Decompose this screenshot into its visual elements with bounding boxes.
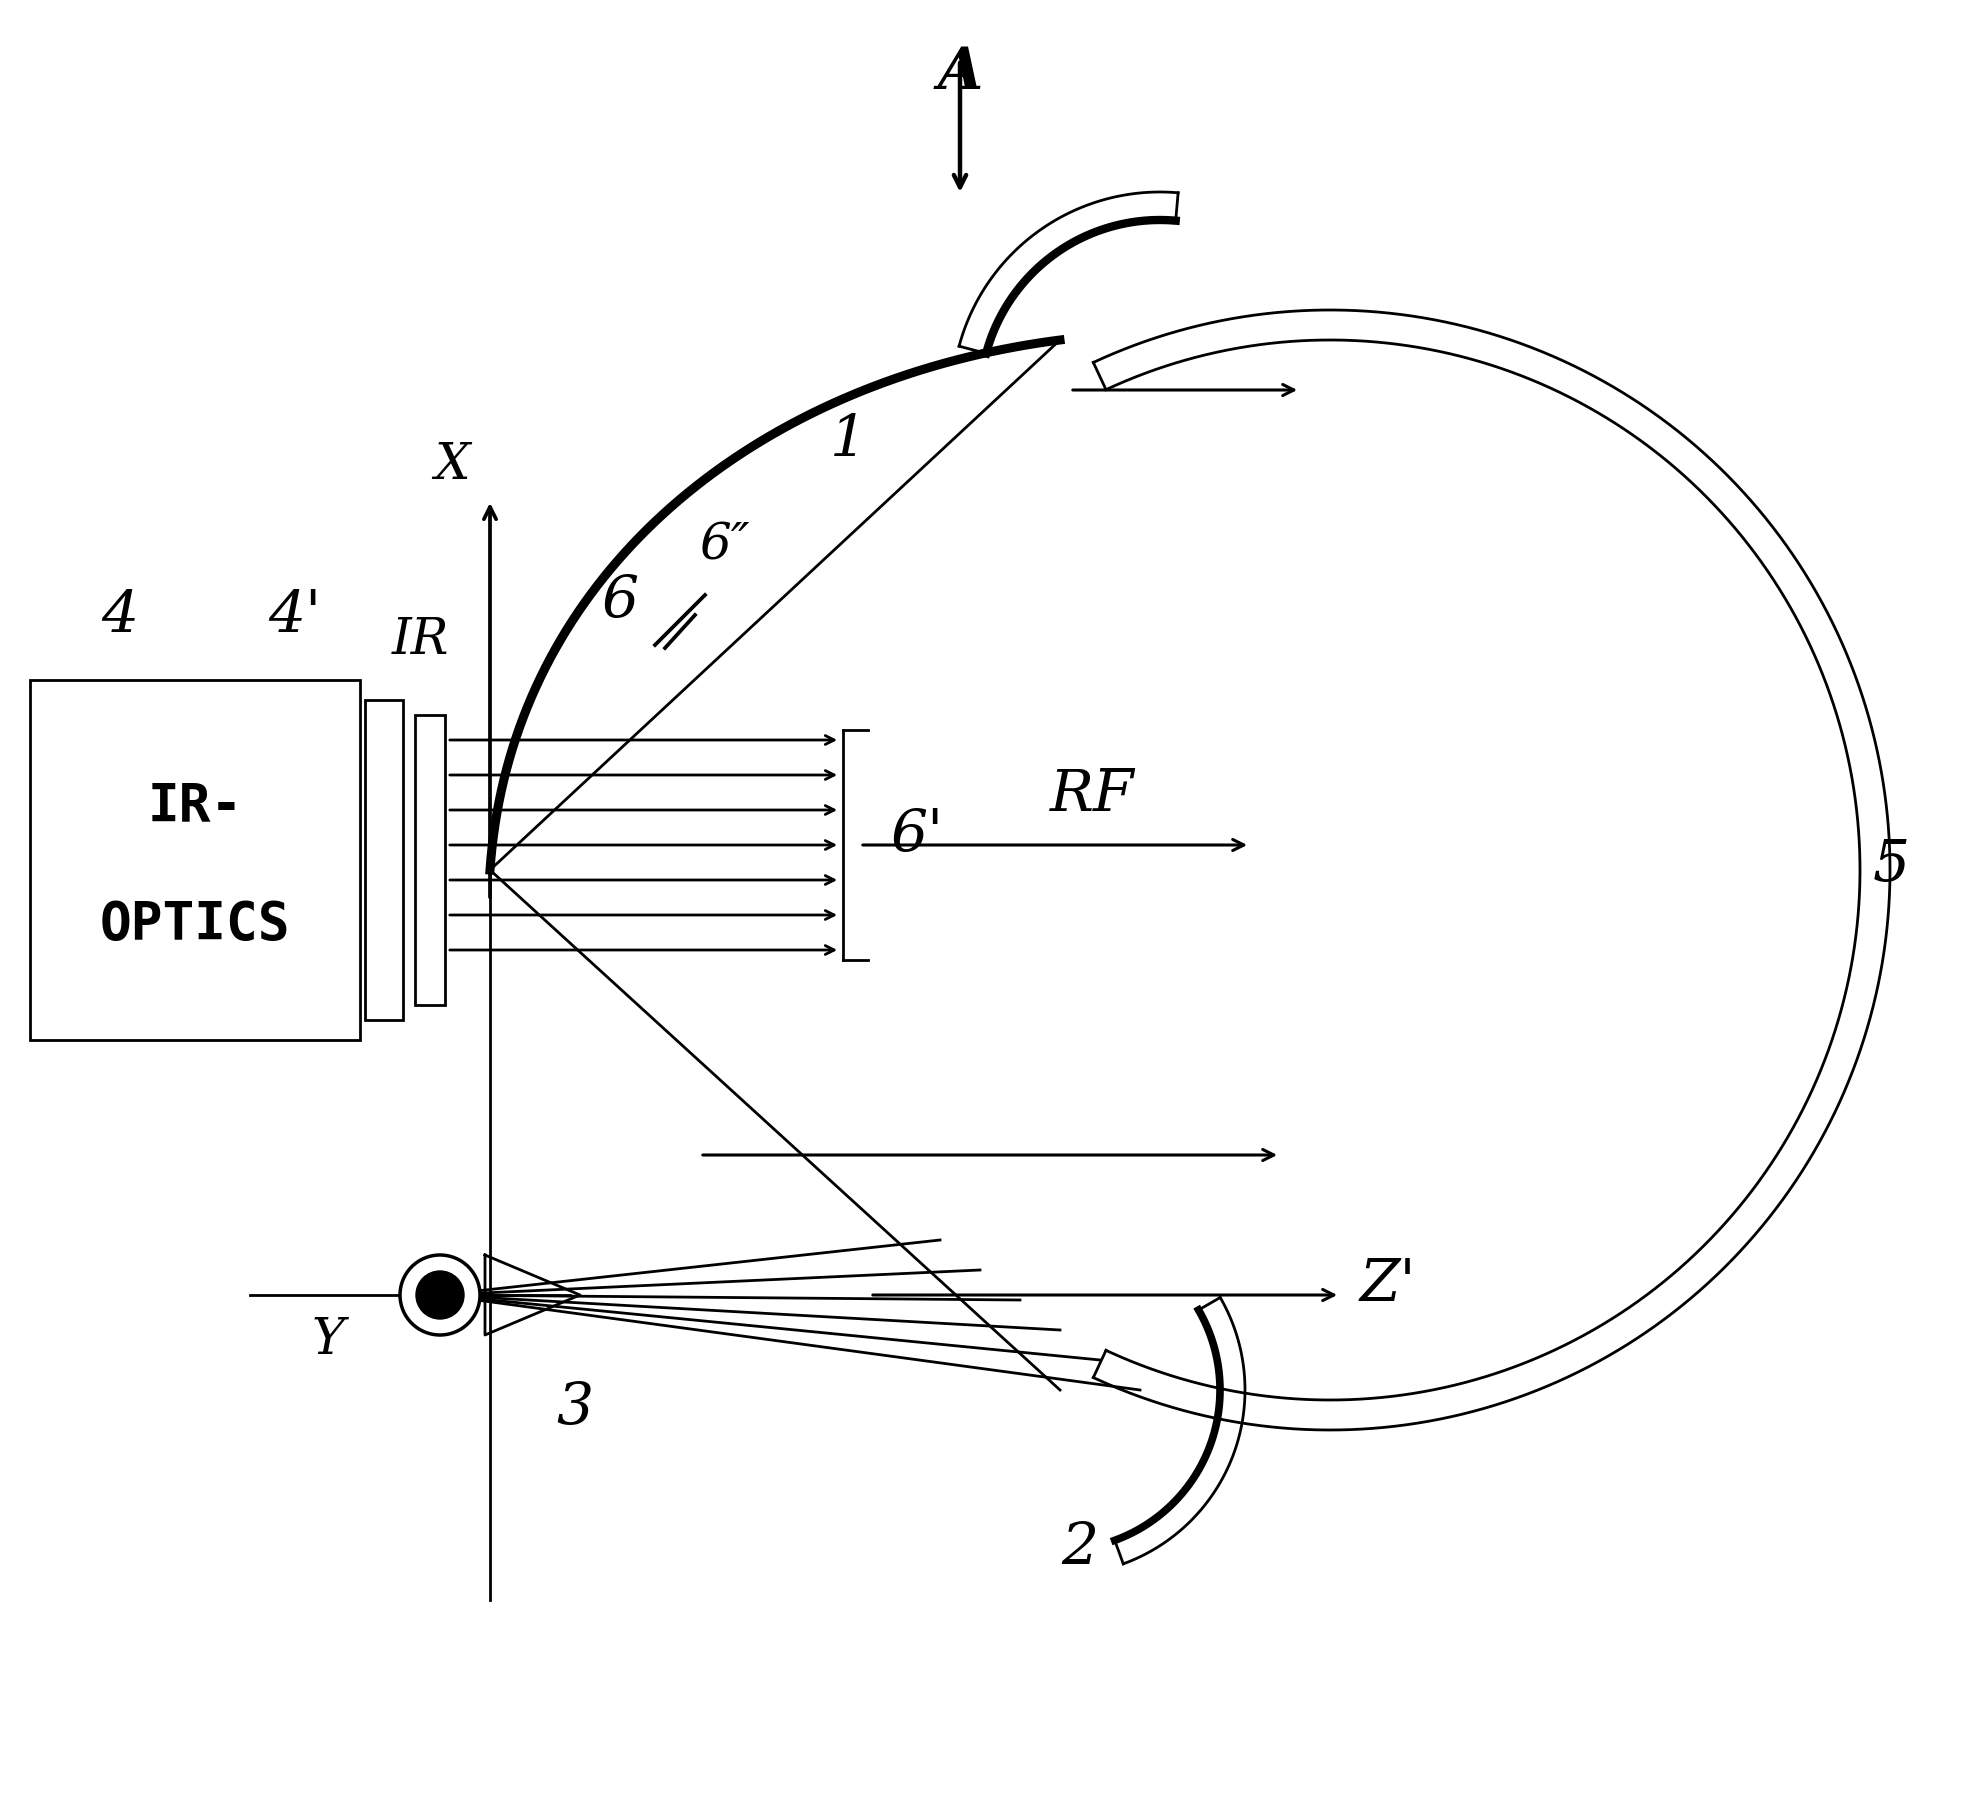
Text: 6: 6 (601, 574, 638, 630)
Text: Z': Z' (1359, 1257, 1416, 1313)
Text: X: X (433, 440, 469, 491)
Text: 4: 4 (100, 588, 138, 646)
Text: 6': 6' (890, 806, 944, 864)
Text: 6″: 6″ (699, 521, 751, 570)
Circle shape (400, 1256, 481, 1335)
FancyBboxPatch shape (416, 714, 445, 1005)
Text: 3: 3 (556, 1380, 593, 1436)
Text: IR: IR (392, 615, 449, 664)
Text: 1: 1 (829, 411, 867, 469)
Text: IR-: IR- (148, 779, 242, 832)
FancyBboxPatch shape (364, 700, 404, 1019)
Text: Y: Y (311, 1315, 345, 1366)
Text: OPTICS: OPTICS (100, 898, 290, 951)
Text: 4': 4' (268, 588, 321, 646)
Text: 2: 2 (1062, 1521, 1099, 1577)
Circle shape (416, 1272, 465, 1319)
Text: A: A (938, 45, 983, 101)
Text: 5: 5 (1873, 837, 1911, 893)
Text: RF: RF (1050, 767, 1135, 823)
FancyBboxPatch shape (30, 680, 361, 1039)
